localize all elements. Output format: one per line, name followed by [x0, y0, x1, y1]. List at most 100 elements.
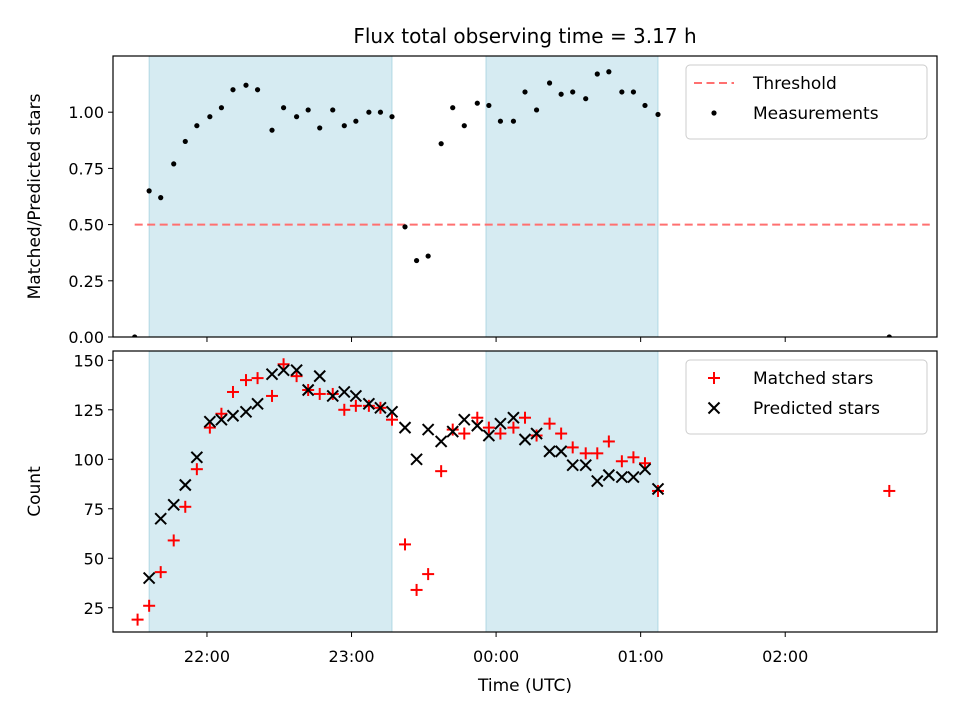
predicted-star-point [434, 435, 448, 448]
measurement-point [474, 100, 480, 106]
predicted-star-point [421, 423, 435, 436]
matched-star-point [251, 372, 264, 385]
measurement-point [243, 82, 249, 88]
matched-star-point [326, 387, 339, 400]
predicted-star-point [385, 405, 399, 418]
predicted-star-point [494, 417, 507, 430]
matched-star-point [277, 358, 290, 371]
matched-star-point [313, 387, 326, 400]
matched-star-point [651, 484, 664, 497]
matched-star-point [555, 427, 568, 440]
measurement-point [207, 114, 213, 120]
predicted-star-point [554, 445, 568, 458]
matched-star-point [190, 463, 203, 476]
predicted-star-point-b [398, 421, 412, 434]
matched-star-point [422, 568, 435, 581]
predicted-star-point [251, 397, 264, 411]
matched-star-point [446, 423, 459, 436]
predicted-star-point-b [203, 415, 217, 428]
y-tick-label: 25 [84, 599, 104, 618]
predicted-star-point-b [226, 409, 240, 422]
axes-frame [112, 55, 938, 338]
matched-star-point [471, 411, 484, 424]
measurement-point [182, 138, 188, 145]
predicted-star-point-b [518, 433, 532, 446]
predicted-star-point [507, 411, 520, 424]
matched-star-point [266, 389, 279, 402]
y-axis-label: Count [25, 466, 45, 517]
predicted-star-point [326, 389, 339, 403]
measurement-point [341, 123, 347, 129]
predicted-star-point-b [277, 363, 290, 377]
predicted-star-point-b [602, 468, 616, 482]
shaded-window-2 [485, 351, 659, 632]
legend-dot-swatch [711, 110, 717, 116]
predicted-star-point-b [482, 429, 496, 442]
predicted-star-point-b [326, 389, 339, 403]
predicted-star-point-b [530, 427, 543, 440]
measurement-point [132, 334, 138, 337]
measurement-point [642, 102, 648, 109]
predicted-star-point-b [313, 369, 326, 383]
predicted-star-point-b [458, 413, 471, 426]
predicted-star-point [458, 413, 471, 426]
predicted-star-point [265, 367, 279, 381]
x-tick-label: 01:00 [618, 647, 664, 666]
predicted-star-point [638, 462, 652, 476]
x-tick-label: 22:00 [184, 647, 230, 666]
predicted-star-point-b [554, 445, 568, 458]
measurement-point [317, 125, 323, 131]
predicted-star-point-b [265, 367, 279, 381]
matched-star-point [638, 457, 651, 470]
measurement-point [438, 141, 444, 147]
predicted-star-point-b [638, 462, 652, 476]
matched-star-point [215, 407, 228, 420]
matched-star-point [203, 421, 216, 434]
predicted-star-point-b [434, 435, 448, 448]
predicted-star-point [374, 401, 387, 415]
predicted-star-point [215, 413, 228, 426]
measurement-point [619, 89, 625, 95]
predicted-star-point-b [471, 419, 484, 432]
measurement-point [269, 127, 275, 133]
predicted-star-point [398, 421, 412, 434]
legend-x-swatch-b [707, 401, 721, 415]
measurement-point [293, 114, 300, 120]
matched-star-point [290, 370, 303, 383]
y-tick-label: 0.25 [68, 272, 104, 291]
matched-star-point [519, 411, 531, 424]
matched-star-point [167, 534, 180, 547]
predicted-star-point-b [374, 401, 387, 415]
y-tick-label: 75 [84, 500, 104, 519]
predicted-star-point [226, 409, 240, 422]
matched-star-point [507, 421, 520, 434]
predicted-star-point [154, 512, 167, 525]
chart-title: Flux total observing time = 3.17 h [353, 24, 696, 48]
measurement-point [218, 105, 225, 111]
predicted-star-point [203, 415, 217, 428]
plot-area [132, 56, 930, 337]
y-tick-label: 50 [84, 549, 104, 568]
predicted-star-point-b [154, 512, 167, 525]
predicted-star-point [615, 470, 629, 484]
predicted-star-point [142, 571, 156, 585]
x-axis-label: Time (UTC) [477, 676, 572, 696]
matched-star-point [883, 484, 896, 497]
predicted-star-point [579, 459, 592, 472]
measurement-point [533, 107, 540, 113]
legend-label: Threshold [752, 74, 837, 94]
measurement-point [425, 253, 431, 259]
matched-star-point [591, 447, 604, 460]
x-tick-label: 02:00 [762, 647, 808, 666]
predicted-star-point [277, 363, 290, 377]
measurement-point [570, 89, 576, 95]
measurement-point [583, 96, 589, 102]
predicted-star-point-b [410, 453, 423, 466]
y-tick-label: 0.50 [68, 216, 104, 235]
predicted-star-point-b [142, 571, 156, 585]
legend-label: Predicted stars [753, 399, 880, 419]
matched-star-point [530, 429, 543, 442]
legend-label: Measurements [753, 104, 879, 124]
measurement-point [594, 71, 600, 77]
